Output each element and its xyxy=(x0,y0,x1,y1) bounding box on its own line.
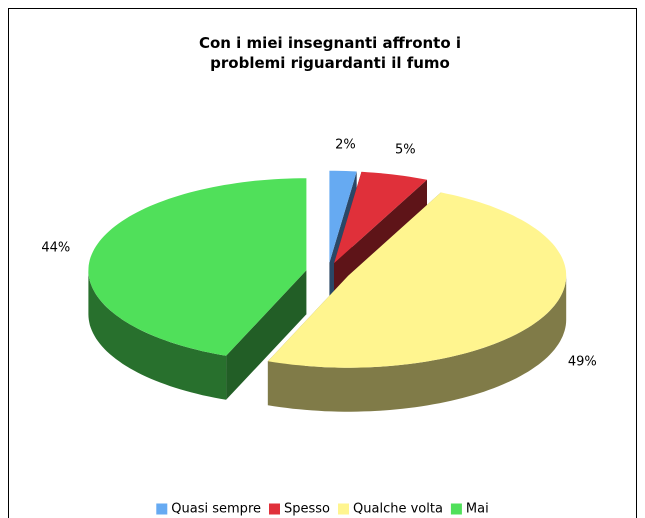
data-label: 44% xyxy=(41,241,70,256)
legend-swatch xyxy=(450,503,462,515)
slice xyxy=(88,178,307,400)
legend-label: Spesso xyxy=(284,502,330,517)
legend-label: Mai xyxy=(466,502,489,517)
data-label: 5% xyxy=(395,143,416,158)
slice-side xyxy=(267,275,567,412)
slice-top xyxy=(329,170,357,263)
slice-side xyxy=(88,270,227,400)
legend-swatch xyxy=(156,503,168,515)
slice-top xyxy=(267,192,567,368)
legend-swatch xyxy=(269,503,280,515)
data-label: 2% xyxy=(335,138,356,153)
slice xyxy=(267,192,567,412)
slice-top xyxy=(334,171,427,264)
data-label: 49% xyxy=(568,355,597,370)
legend-swatch xyxy=(338,503,350,515)
legend-label: Quasi sempre xyxy=(171,502,261,517)
legend-label: Qualche volta xyxy=(353,502,443,517)
slice-face xyxy=(226,270,307,400)
slice-top xyxy=(88,178,307,356)
chart-title: Con i miei insegnanti affronto i problem… xyxy=(198,34,462,72)
